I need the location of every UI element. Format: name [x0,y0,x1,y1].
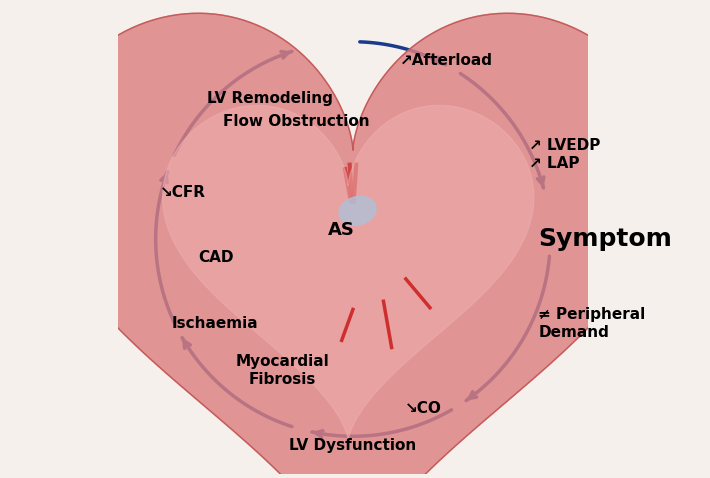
Text: Flow Obstruction: Flow Obstruction [223,114,370,129]
Text: ↗Afterload: ↗Afterload [400,53,493,68]
Polygon shape [38,13,668,478]
Ellipse shape [339,196,376,225]
Text: LV Remodeling: LV Remodeling [207,91,333,106]
Text: ↘CO: ↘CO [405,401,442,415]
Text: ↘CFR: ↘CFR [160,185,205,199]
Text: Ischaemia: Ischaemia [172,316,258,331]
Text: ↗ LVEDP
↗ LAP: ↗ LVEDP ↗ LAP [529,138,601,171]
Text: CAD: CAD [198,250,234,265]
Text: Myocardial
Fibrosis: Myocardial Fibrosis [236,354,329,387]
Text: LV Dysfunction: LV Dysfunction [289,438,417,453]
Text: Symptom: Symptom [538,227,672,251]
Polygon shape [163,105,534,441]
Text: ≠ Peripheral
Demand: ≠ Peripheral Demand [538,307,645,340]
Text: AS: AS [328,221,354,239]
Polygon shape [38,13,668,478]
